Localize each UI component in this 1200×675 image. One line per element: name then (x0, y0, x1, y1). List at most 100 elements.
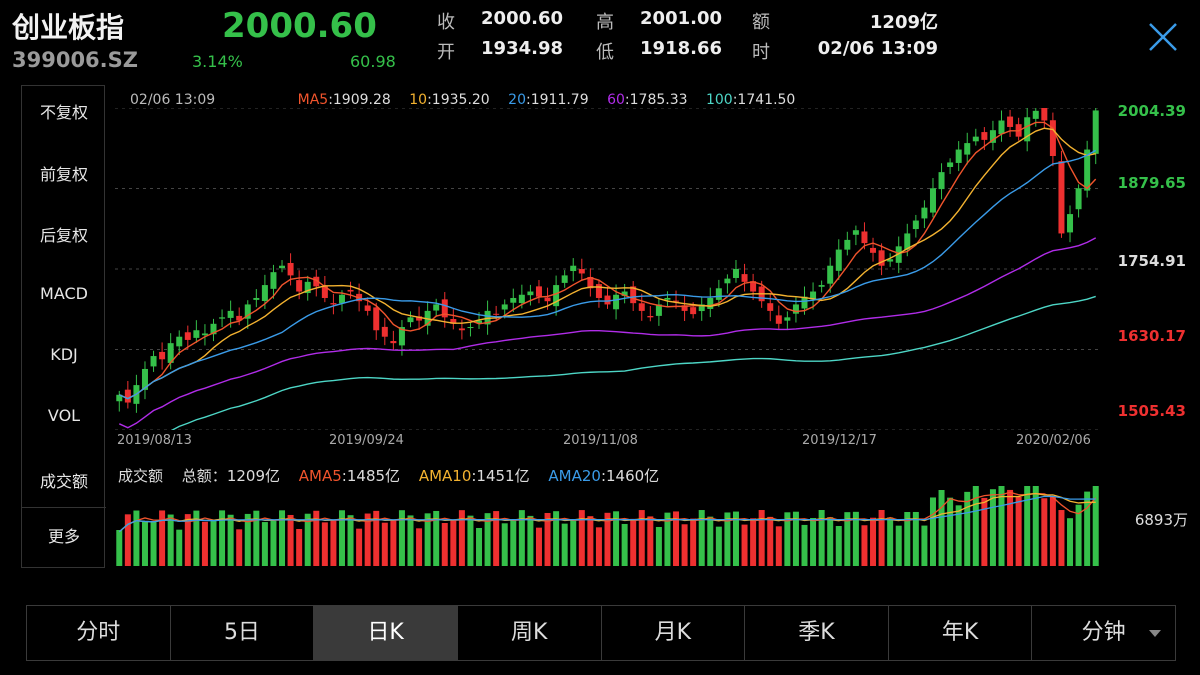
y-label-0: 2004.39 (1117, 102, 1186, 120)
ma60-name: 60 (607, 92, 625, 108)
volume-bar (416, 528, 423, 566)
volume-bar (236, 529, 243, 566)
quote-value-open: 1934.98 (481, 38, 563, 59)
quote-value-low: 1918.66 (640, 38, 722, 59)
volume-bar (373, 510, 380, 566)
volume-bar (424, 513, 431, 566)
candle-body (792, 304, 799, 314)
volume-bar (330, 520, 337, 566)
tab-monthly-k[interactable]: 月K (602, 606, 746, 660)
volume-bar (647, 516, 654, 566)
candle-body (407, 317, 414, 323)
tab-minute-label: 分钟 (1081, 620, 1126, 645)
quote-value-high: 2001.00 (640, 8, 722, 29)
quote-value-time: 02/06 13:09 (817, 38, 938, 59)
ma100-value: :1741.50 (732, 92, 796, 108)
candle-body (818, 285, 825, 287)
candle-body (544, 297, 551, 302)
close-icon[interactable] (1146, 20, 1180, 54)
y-label-4: 1505.43 (1117, 402, 1186, 420)
volume-bar (441, 523, 448, 566)
turnover-chart[interactable] (115, 486, 1100, 566)
y-label-3: 1630.17 (1117, 327, 1186, 345)
volume-bar (261, 522, 268, 566)
ama-line-AMA20 (118, 495, 1096, 533)
sidebar-item-macd[interactable]: MACD (40, 284, 88, 303)
volume-bar (141, 521, 148, 566)
volume-bar (184, 514, 191, 566)
volume-total-value: 1209亿 (226, 467, 280, 485)
candle-body (458, 328, 465, 331)
volume-bar (818, 510, 825, 566)
y-label-2: 1754.91 (1117, 252, 1186, 270)
quote-label-amount: 额 (752, 12, 770, 33)
sidebar-item-forward-adjust[interactable]: 前复权 (39, 165, 88, 184)
candle-body (330, 303, 337, 305)
volume-title: 成交额 (118, 467, 164, 485)
tab-minute[interactable]: 分钟 (1032, 606, 1175, 660)
volume-bar (364, 513, 371, 566)
candle-body (1084, 149, 1091, 191)
candle-body (1041, 108, 1048, 121)
volume-bar (1092, 486, 1099, 566)
tab-daily-k[interactable]: 日K (314, 606, 458, 660)
candle-body (595, 284, 602, 298)
ama10-name: AMA10 (418, 467, 472, 485)
x-label-2: 2019/11/08 (563, 433, 638, 448)
quote-value-close: 2000.60 (481, 8, 563, 29)
candle-body (775, 315, 782, 324)
candle-body (270, 272, 277, 289)
volume-bar (784, 512, 791, 566)
candle-body (810, 291, 817, 300)
volume-bar (810, 518, 817, 566)
volume-bar (758, 510, 765, 566)
volume-bar (630, 518, 637, 566)
sidebar-item-no-adjust[interactable]: 不复权 (39, 103, 88, 122)
sidebar-item-kdj[interactable]: KDJ (50, 345, 78, 364)
volume-bar (433, 510, 440, 566)
ma10-name: 10 (409, 92, 428, 108)
volume-bar (201, 521, 208, 566)
candle-body (870, 247, 877, 253)
volume-bar (613, 511, 620, 566)
volume-bar (801, 524, 808, 566)
ma10-value: :1935.20 (427, 92, 490, 108)
volume-bar (904, 512, 911, 566)
chevron-down-icon[interactable] (1149, 630, 1161, 637)
volume-bar (227, 514, 234, 566)
volume-bar (501, 523, 508, 566)
volume-bar (861, 525, 868, 566)
candle-body (690, 307, 697, 315)
candle-body (441, 299, 448, 318)
volume-bar (313, 510, 320, 566)
volume-bar (852, 511, 859, 566)
sidebar-item-more[interactable]: 更多 (47, 527, 80, 546)
candle-body (835, 249, 842, 271)
volume-bar (535, 527, 542, 566)
sidebar-item-vol[interactable]: VOL (47, 406, 81, 425)
sidebar-item-backward-adjust[interactable]: 后复权 (39, 226, 88, 245)
candle-body (1049, 120, 1056, 157)
tab-5day[interactable]: 5日 (171, 606, 315, 660)
volume-bar (998, 486, 1005, 566)
volume-bar (150, 521, 157, 566)
volume-bar (921, 525, 928, 566)
volume-bar (279, 510, 286, 566)
candle-body (630, 286, 637, 304)
tab-intraday[interactable]: 分时 (27, 606, 171, 660)
tab-yearly-k[interactable]: 年K (889, 606, 1033, 660)
volume-bar (527, 515, 534, 566)
candle-body (261, 285, 268, 302)
tab-quarterly-k[interactable]: 季K (745, 606, 889, 660)
candle-body (707, 297, 714, 309)
tab-weekly-k[interactable]: 周K (458, 606, 602, 660)
candlestick-chart[interactable] (115, 108, 1100, 430)
candle-body (638, 303, 645, 311)
current-price: 2000.60 (222, 6, 377, 46)
candle-body (921, 207, 928, 219)
ma-line-10 (118, 127, 1096, 400)
volume-bar (510, 519, 517, 566)
x-label-0: 2019/08/13 (117, 433, 192, 448)
sidebar-item-turnover[interactable]: 成交额 (39, 472, 88, 491)
volume-bar (381, 522, 388, 566)
